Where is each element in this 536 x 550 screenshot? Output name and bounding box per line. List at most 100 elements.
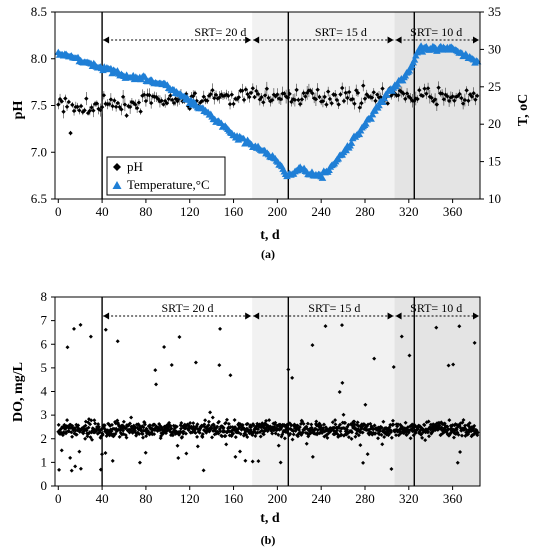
do-point bbox=[72, 326, 77, 331]
do-point bbox=[144, 434, 149, 439]
do-point bbox=[344, 427, 349, 432]
srt-arrowhead bbox=[103, 36, 110, 44]
do-point bbox=[346, 435, 351, 440]
legend-label-ph: pH bbox=[127, 159, 143, 174]
do-point bbox=[224, 442, 229, 447]
ph-point bbox=[154, 94, 159, 100]
do-point bbox=[89, 418, 94, 423]
ph-point bbox=[432, 97, 438, 102]
ph-point bbox=[175, 99, 180, 104]
do-point bbox=[278, 460, 283, 465]
do-point bbox=[209, 426, 214, 431]
ph-point bbox=[459, 95, 464, 101]
do-point bbox=[310, 343, 315, 348]
srt-annotations: SRT= 20 d SRT= 15 d SRT= 10 d bbox=[103, 301, 479, 320]
do-point bbox=[167, 420, 172, 425]
ph-point bbox=[194, 98, 199, 104]
do-point bbox=[288, 431, 293, 436]
do-point bbox=[282, 436, 287, 441]
do-point bbox=[467, 421, 472, 426]
do-point bbox=[352, 419, 357, 424]
y-tick-label: 7.0 bbox=[31, 144, 47, 159]
do-point bbox=[390, 418, 395, 423]
ph-point bbox=[313, 97, 319, 102]
srt-arrowhead bbox=[245, 312, 252, 320]
do-point bbox=[251, 423, 256, 428]
y-tick-label: 0 bbox=[41, 478, 48, 493]
do-point bbox=[250, 459, 255, 464]
ph-point bbox=[369, 95, 375, 100]
do-point bbox=[455, 460, 460, 465]
x-tick-label: 40 bbox=[96, 491, 109, 506]
do-point bbox=[175, 443, 180, 448]
ph-point bbox=[261, 100, 266, 105]
ph-point bbox=[212, 95, 217, 101]
y-tick-label: 6.5 bbox=[31, 191, 47, 206]
ph-point bbox=[474, 93, 480, 99]
ph-point bbox=[296, 97, 301, 103]
temperature-point bbox=[368, 110, 377, 118]
ph-point bbox=[292, 97, 298, 103]
do-point bbox=[141, 425, 146, 430]
do-point bbox=[250, 433, 255, 438]
do-point bbox=[195, 434, 200, 439]
srt-arrowhead bbox=[253, 312, 260, 320]
do-point bbox=[276, 432, 281, 437]
x-tick-label: 320 bbox=[399, 491, 419, 506]
do-point bbox=[404, 432, 409, 437]
ph-point bbox=[170, 97, 175, 103]
do-point bbox=[170, 433, 175, 438]
x-axis-ticks: 0 40 80 120 160 200 240 280 320 360 bbox=[55, 486, 462, 506]
ph-point bbox=[329, 101, 334, 106]
do-point bbox=[226, 421, 231, 426]
ph-point bbox=[254, 88, 259, 94]
ph-point bbox=[466, 98, 471, 103]
ph-point bbox=[248, 90, 254, 96]
do-point bbox=[330, 420, 335, 425]
do-point bbox=[203, 418, 208, 423]
x-axis-label: t, d bbox=[260, 511, 280, 526]
ph-point bbox=[66, 99, 72, 105]
do-point bbox=[228, 373, 233, 378]
x-tick-label: 160 bbox=[224, 491, 244, 506]
y-tick-label: 8 bbox=[41, 289, 48, 304]
x-tick-label: 0 bbox=[55, 204, 62, 219]
do-point bbox=[249, 424, 254, 429]
y-right-axis-ticks: 10 15 20 25 30 35 bbox=[480, 4, 501, 206]
do-point bbox=[191, 421, 196, 426]
ph-point bbox=[464, 88, 469, 93]
ph-point bbox=[471, 91, 476, 96]
y-tick-label: 4 bbox=[41, 384, 48, 399]
ph-point bbox=[347, 89, 352, 95]
do-point bbox=[78, 466, 83, 471]
do-point bbox=[57, 467, 62, 472]
do-point bbox=[127, 421, 132, 426]
do-point bbox=[341, 412, 346, 417]
do-point bbox=[286, 367, 291, 372]
ph-point bbox=[205, 98, 210, 104]
do-point bbox=[180, 434, 185, 439]
do-point bbox=[98, 467, 103, 472]
x-tick-label: 240 bbox=[311, 204, 331, 219]
do-point bbox=[137, 432, 142, 437]
ph-point bbox=[317, 94, 322, 100]
do-point bbox=[76, 423, 81, 428]
do-point bbox=[88, 422, 93, 427]
ph-point bbox=[127, 104, 133, 110]
do-point bbox=[458, 449, 463, 454]
ph-point bbox=[375, 92, 380, 97]
ph-point bbox=[236, 95, 242, 100]
temperature-point bbox=[418, 48, 427, 55]
do-point bbox=[215, 424, 220, 429]
panel-label-a: (a) bbox=[261, 247, 275, 261]
ph-point bbox=[168, 93, 173, 98]
do-point bbox=[381, 419, 386, 424]
x-tick-label: 360 bbox=[443, 491, 463, 506]
x-tick-label: 80 bbox=[139, 204, 152, 219]
do-point bbox=[426, 419, 431, 424]
do-point bbox=[221, 425, 226, 430]
temperature-point bbox=[141, 73, 149, 80]
ph-point bbox=[241, 97, 247, 103]
y-right-tick-label: 20 bbox=[488, 116, 501, 131]
srt-arrowhead bbox=[387, 36, 394, 44]
